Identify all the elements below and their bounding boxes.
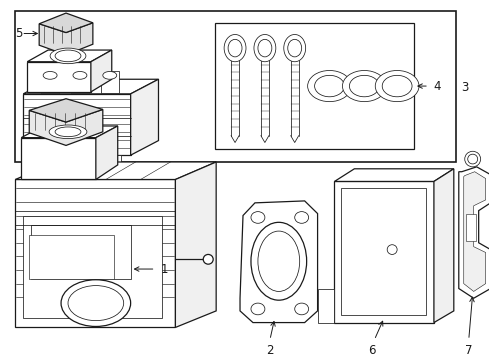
Ellipse shape — [294, 212, 309, 223]
Ellipse shape — [203, 255, 213, 264]
Text: 2: 2 — [266, 344, 273, 357]
Ellipse shape — [254, 35, 276, 62]
Ellipse shape — [468, 154, 478, 164]
Polygon shape — [15, 180, 175, 328]
Bar — [15, 11, 456, 162]
Ellipse shape — [43, 72, 57, 79]
Ellipse shape — [55, 50, 81, 62]
Polygon shape — [459, 167, 490, 298]
Ellipse shape — [315, 75, 344, 97]
Text: 5: 5 — [15, 27, 23, 40]
Polygon shape — [464, 172, 486, 292]
Ellipse shape — [251, 212, 265, 223]
Polygon shape — [434, 169, 454, 323]
Ellipse shape — [251, 222, 307, 300]
Ellipse shape — [349, 75, 379, 97]
Polygon shape — [335, 181, 434, 323]
Bar — [23, 216, 163, 318]
Ellipse shape — [258, 39, 272, 57]
Polygon shape — [91, 50, 112, 92]
Ellipse shape — [49, 125, 87, 139]
Ellipse shape — [224, 35, 246, 62]
Ellipse shape — [284, 35, 306, 62]
Polygon shape — [175, 162, 216, 328]
Polygon shape — [240, 201, 318, 323]
Polygon shape — [23, 94, 131, 155]
Ellipse shape — [73, 72, 87, 79]
Ellipse shape — [465, 151, 481, 167]
Bar — [342, 188, 426, 315]
Polygon shape — [21, 138, 96, 180]
Polygon shape — [39, 13, 93, 32]
Ellipse shape — [103, 72, 117, 79]
Polygon shape — [29, 99, 103, 122]
Polygon shape — [21, 126, 118, 138]
Ellipse shape — [294, 303, 309, 315]
Ellipse shape — [68, 285, 123, 321]
Bar — [101, 72, 119, 93]
Ellipse shape — [251, 303, 265, 315]
Polygon shape — [335, 169, 454, 181]
Bar — [41, 72, 59, 93]
Bar — [29, 235, 114, 279]
Polygon shape — [15, 162, 216, 180]
Ellipse shape — [50, 48, 86, 64]
Bar — [111, 155, 121, 167]
Text: 3: 3 — [461, 81, 468, 94]
Polygon shape — [131, 79, 158, 155]
Ellipse shape — [387, 245, 397, 255]
Ellipse shape — [288, 39, 302, 57]
Ellipse shape — [55, 127, 81, 137]
Ellipse shape — [308, 71, 351, 102]
Text: 1: 1 — [161, 262, 168, 275]
Text: 7: 7 — [465, 344, 472, 357]
Ellipse shape — [228, 39, 242, 57]
Polygon shape — [27, 62, 91, 92]
Polygon shape — [96, 126, 118, 180]
Ellipse shape — [258, 231, 300, 292]
Ellipse shape — [382, 75, 412, 97]
Bar — [51, 155, 61, 167]
Bar — [71, 72, 89, 93]
Polygon shape — [23, 79, 158, 94]
Text: 4: 4 — [433, 80, 441, 93]
Polygon shape — [318, 288, 335, 323]
Ellipse shape — [375, 71, 419, 102]
Ellipse shape — [61, 280, 131, 327]
Bar — [86, 155, 96, 167]
Polygon shape — [39, 23, 93, 55]
Text: 6: 6 — [368, 344, 376, 357]
Polygon shape — [29, 109, 103, 145]
Bar — [31, 225, 131, 279]
Bar — [466, 213, 476, 241]
Ellipse shape — [343, 71, 386, 102]
Polygon shape — [27, 50, 112, 62]
Bar — [215, 23, 414, 149]
